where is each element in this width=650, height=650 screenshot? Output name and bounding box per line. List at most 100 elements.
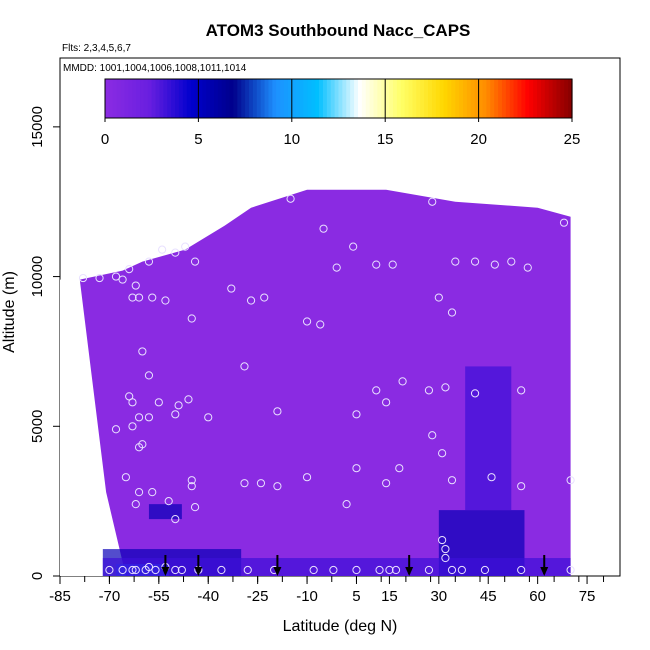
sample-point xyxy=(125,264,134,274)
colorbar-swatch xyxy=(159,79,164,118)
colorbar-swatch xyxy=(568,79,573,118)
sample-point xyxy=(187,482,196,491)
colorbar-swatch xyxy=(108,79,114,118)
colorbar-swatch xyxy=(346,79,351,118)
sample-point xyxy=(158,245,167,254)
colorbar-swatch xyxy=(105,79,110,118)
sample-point xyxy=(559,218,569,227)
colorbar-swatch xyxy=(326,79,332,118)
colorbar-swatch xyxy=(248,79,254,118)
sample-point xyxy=(171,565,180,575)
sample-point xyxy=(227,284,236,293)
profile-arrows xyxy=(161,555,549,576)
sample-point xyxy=(246,296,256,305)
sample-point xyxy=(451,257,460,266)
colorbar-swatch xyxy=(435,79,441,118)
sample-point xyxy=(187,476,196,485)
x-tick-label: 15 xyxy=(381,588,398,605)
colorbar-swatch xyxy=(361,79,367,118)
sample-point xyxy=(111,272,121,281)
colorbar-swatch xyxy=(447,79,452,118)
profile-arrowhead xyxy=(161,567,170,576)
colorbar-swatch xyxy=(443,79,449,118)
sample-point xyxy=(128,422,137,431)
colorbar-swatch xyxy=(120,79,126,118)
colorbar-swatch xyxy=(221,79,227,118)
sample-point xyxy=(190,257,200,266)
colorbar-swatch xyxy=(381,79,386,118)
sample-point xyxy=(171,248,180,257)
y-axis-label: Altitude (m) xyxy=(1,271,18,353)
profile-arrowhead xyxy=(273,567,282,576)
sample-point xyxy=(148,488,157,497)
colorbar-swatch xyxy=(350,79,355,118)
sample-point xyxy=(256,479,266,488)
colorbar-swatch xyxy=(213,79,219,118)
colorbar-swatch xyxy=(229,79,235,118)
sample-point xyxy=(118,565,127,575)
colorbar-swatch xyxy=(252,79,258,118)
colorbar-swatch xyxy=(463,79,468,118)
colorbar-swatch xyxy=(400,79,406,118)
sample-point xyxy=(319,224,328,233)
sample-point xyxy=(286,194,295,203)
x-tick-label: 75 xyxy=(579,588,596,605)
colorbar-tick-label: 10 xyxy=(283,131,300,148)
colorbar-swatch xyxy=(505,79,511,118)
colorbar-swatch xyxy=(291,79,297,118)
sample-point xyxy=(302,473,312,482)
x-axis-label: Latitude (deg N) xyxy=(283,618,398,635)
sample-point xyxy=(395,464,404,473)
colorbar-swatch xyxy=(533,79,538,118)
field-region-4 xyxy=(148,504,182,520)
sample-point xyxy=(517,386,526,395)
sample-point xyxy=(507,257,516,266)
colorbar-tick-label: 5 xyxy=(194,131,202,148)
sample-point xyxy=(134,488,144,497)
colorbar-swatch xyxy=(198,79,203,118)
sample-point xyxy=(470,257,480,266)
colorbar-swatch xyxy=(420,79,425,118)
sample-point xyxy=(154,398,163,407)
colorbar-swatch xyxy=(163,79,168,118)
sample-point xyxy=(428,197,437,206)
colorbar-swatch xyxy=(167,79,172,118)
sample-point xyxy=(424,565,434,575)
colorbar-swatch xyxy=(284,79,289,118)
sample-point xyxy=(352,410,361,419)
x-tick-label: 30 xyxy=(430,588,447,605)
colorbar-swatch xyxy=(564,79,569,118)
sample-point xyxy=(329,565,338,575)
field-cutout xyxy=(60,279,126,576)
sample-point xyxy=(375,565,384,575)
colorbar-swatch xyxy=(338,79,343,118)
sample-point xyxy=(434,293,443,302)
sample-point xyxy=(138,347,147,356)
sample-point xyxy=(177,565,186,575)
colorbar-swatch xyxy=(268,79,273,118)
sample-point xyxy=(352,565,361,575)
colorbar-swatch xyxy=(482,79,487,118)
colorbar-swatch xyxy=(357,79,363,118)
colorbar-swatch xyxy=(155,79,161,118)
colorbar-swatch xyxy=(501,79,507,118)
colorbar-swatch xyxy=(517,79,523,118)
profile-arrowhead xyxy=(540,567,549,576)
colorbar-swatch xyxy=(431,79,437,118)
colorbar: 0 5 10 15 20 25 xyxy=(101,78,580,148)
sample-point xyxy=(118,275,127,284)
field-region-5 xyxy=(102,558,571,576)
x-tick-label: -25 xyxy=(247,588,269,605)
colorbar-swatch xyxy=(194,79,199,118)
colorbar-swatch xyxy=(459,79,464,118)
field-domain xyxy=(79,189,571,576)
colorbar-swatch xyxy=(556,79,561,118)
colorbar-swatch xyxy=(389,79,394,118)
sample-point xyxy=(121,473,130,482)
colorbar-swatch xyxy=(112,79,118,118)
sample-point xyxy=(217,565,226,575)
sample-point xyxy=(131,500,140,509)
sample-point xyxy=(134,293,144,302)
x-tick-label: -40 xyxy=(197,588,219,605)
sample-point xyxy=(171,410,180,419)
